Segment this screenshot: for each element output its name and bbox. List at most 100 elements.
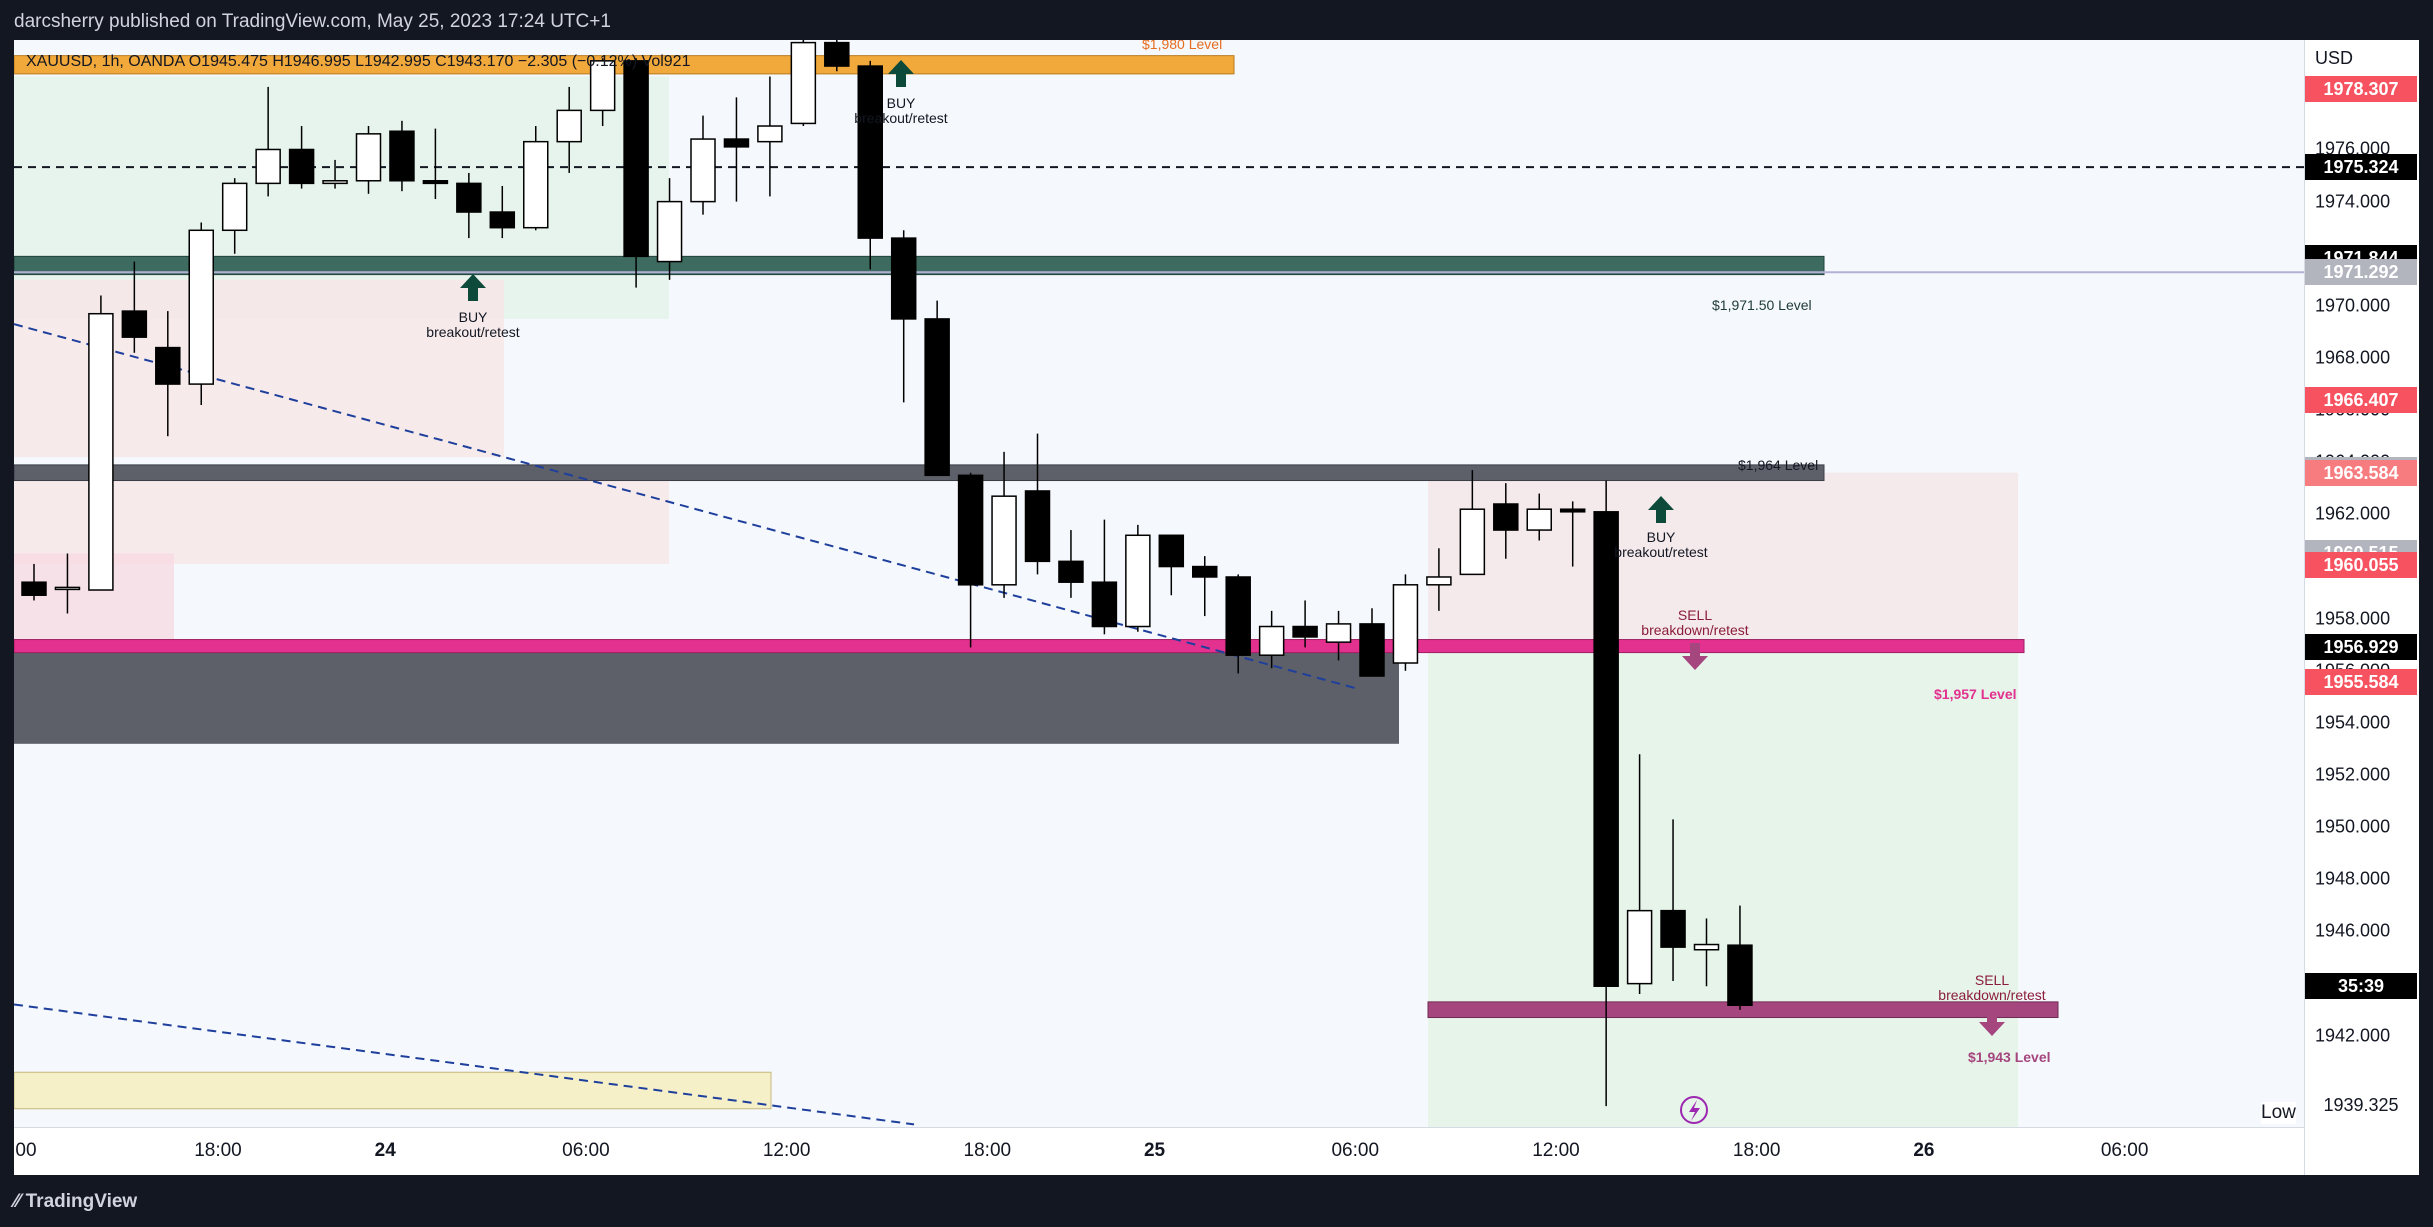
price-tick-6: 1954.000 [2315, 712, 2391, 733]
candle-body-12 [422, 180, 449, 185]
time-tick-7: 06:00 [1331, 1140, 1380, 1161]
zone-bg-pink-2 [14, 480, 669, 564]
time-tick-6: 25 [1143, 1140, 1166, 1161]
time-scale[interactable]: 00 18:00 24 06:00 12:00 18:00 25 06:00 12:00 18:0… [14, 1127, 2304, 1175]
candle-body-0 [21, 581, 47, 596]
candle-body-30 [1024, 490, 1051, 563]
price-tick-13: 1968.000 [2315, 347, 2391, 368]
candle-body-8 [288, 148, 315, 185]
time-tick-1: 18:00 [194, 1140, 242, 1161]
symbol-legend: XAUUSD, 1h, OANDA O1945.475 H1946.995 L1… [18, 51, 1224, 73]
candle-body-11 [389, 130, 415, 182]
zone-bg-pink-1 [14, 279, 504, 458]
price-scale[interactable]: USD 1942.0001944.0001946.0001948.0001950… [2304, 40, 2419, 1175]
sell-annotation-1: SELL breakdown/retest [1641, 608, 1748, 638]
time-tick-9: 18:00 [1732, 1140, 1781, 1161]
sell-arrow-2-icon [1979, 1009, 2005, 1036]
candle-body-10 [355, 133, 382, 182]
candle-body-32 [1091, 581, 1118, 628]
zone-bottom-yellow [14, 1071, 772, 1110]
price-tick-4: 1950.000 [2315, 816, 2391, 837]
price-badge-11: 35:39 [2305, 973, 2417, 1000]
price-tick-5: 1952.000 [2315, 764, 2391, 785]
candle-body-47 [1593, 511, 1619, 987]
time-tick-5: 18:00 [963, 1140, 1012, 1161]
sell-annotation-2: SELL breakdown/retest [1938, 973, 2045, 1003]
candle-body-15 [523, 140, 549, 229]
lightning-bolt-icon [1689, 1100, 1700, 1121]
level-label-1971: $1,971.50 Level [1712, 297, 1812, 313]
price-tick-3: 1948.000 [2315, 868, 2391, 889]
price-tick-2: 1946.000 [2315, 920, 2391, 941]
trendline-lower [14, 1003, 915, 1126]
candle-body-49 [1660, 909, 1686, 948]
footer-bar: ⁄⁄ TradingView [0, 1175, 2433, 1227]
candle-body-18 [623, 60, 649, 258]
candle-body-27 [924, 318, 950, 477]
publisher-header: darcsherry published on TradingView.com,… [0, 0, 2433, 40]
zone-bg-reward [1428, 647, 2018, 1127]
candle-body-51 [1727, 944, 1753, 1007]
candle-body-6 [221, 182, 248, 232]
candle-body-33 [1125, 534, 1151, 628]
candle-body-26 [890, 237, 917, 320]
candle-body-29 [991, 495, 1017, 586]
tradingview-logo-icon: ⁄⁄ [14, 1191, 26, 1212]
level-label-1964: $1,964 Level [1738, 457, 1819, 473]
price-badge-10: 1955.584 [2305, 668, 2417, 695]
price-tick-16: 1974.000 [2315, 191, 2391, 212]
candle-body-24 [824, 41, 850, 67]
candle-body-31 [1058, 560, 1084, 583]
candlestick-chart[interactable] [14, 40, 2304, 1127]
price-badge-8: 1960.055 [2305, 552, 2417, 579]
candle-body-19 [656, 200, 683, 263]
level-label-1943: $1,943 Level [1968, 1049, 2051, 1065]
price-badge-9: 1956.929 [2305, 633, 2417, 660]
candle-body-14 [489, 211, 516, 229]
candle-body-1 [54, 586, 81, 591]
zone-bg-risk [1428, 472, 2018, 648]
sell-annotation-1-title: SELL [1677, 607, 1713, 623]
candle-body-37 [1258, 625, 1285, 656]
buy-arrow-1-icon [460, 274, 486, 301]
buy-annotation-3: BUY breakout/retest [1614, 530, 1707, 560]
price-tick-8: 1958.000 [2315, 608, 2391, 629]
candle-body-22 [757, 125, 783, 143]
price-tick-10: 1962.000 [2315, 503, 2391, 524]
candle-body-5 [188, 229, 214, 385]
zone-1964-gray [14, 464, 1825, 482]
candle-body-23 [790, 41, 817, 125]
price-tick-0: 1942.000 [2315, 1025, 2391, 1046]
candle-body-3 [121, 310, 148, 338]
price-badge-4: 1966.407 [2305, 386, 2417, 413]
sell-annotation-2-title: SELL [1974, 972, 2010, 988]
legend-text: XAUUSD, 1h, OANDA O1945.475 H1946.995 L1… [26, 53, 691, 70]
price-badge-1: 1975.324 [2305, 154, 2417, 181]
price-tick-17: 1976.000 [2315, 138, 2391, 159]
sell-arrow-1-icon [1682, 643, 1708, 670]
buy-arrow-2-icon [888, 60, 914, 87]
sell-annotation-1-sub: breakdown/retest [1641, 622, 1749, 638]
chart-frame: XAUUSD, 1h, OANDA O1945.475 H1946.995 L1… [14, 40, 2419, 1175]
candle-body-13 [456, 182, 482, 213]
buy-annotation-3-title: BUY [1646, 529, 1676, 545]
plot-area[interactable]: XAUUSD, 1h, OANDA O1945.475 H1946.995 L1… [14, 40, 2304, 1127]
time-tick-10: 26 [1913, 1140, 1935, 1161]
candle-body-44 [1493, 503, 1519, 531]
lightning-icon [1680, 1096, 1708, 1124]
level-label-1980: $1,980 Level [1142, 40, 1223, 52]
buy-arrow-3-icon [1648, 496, 1674, 523]
tradingview-logo[interactable]: ⁄⁄ TradingView [14, 1191, 137, 1213]
tradingview-logo-text: TradingView [25, 1191, 138, 1212]
buy-annotation-3-sub: breakout/retest [1614, 544, 1708, 560]
time-tick-8: 12:00 [1532, 1140, 1580, 1161]
candle-body-2 [88, 312, 114, 591]
candle-body-41 [1392, 584, 1419, 664]
candle-body-25 [857, 65, 883, 239]
candle-body-46 [1559, 508, 1586, 513]
time-tick-3: 06:00 [562, 1140, 610, 1161]
buy-annotation-1-title: BUY [458, 309, 488, 325]
level-label-1957: $1,957 Level [1934, 686, 2017, 702]
price-badge-6: 1963.584 [2305, 460, 2417, 487]
candle-body-48 [1626, 909, 1653, 985]
